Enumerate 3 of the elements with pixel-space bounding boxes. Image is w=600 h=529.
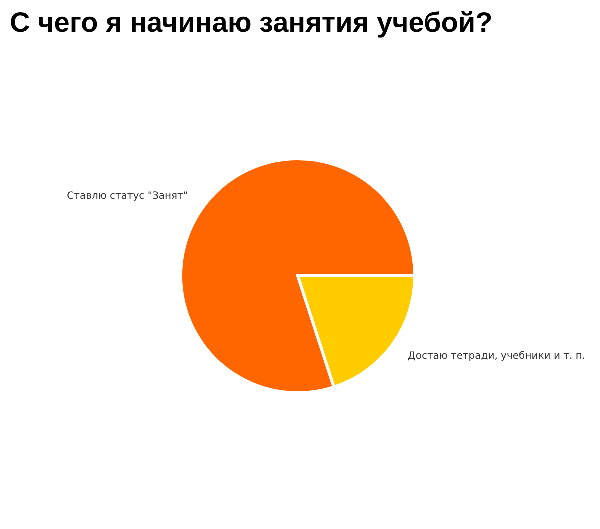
slice-label: Достаю тетради, учебники и т. п. xyxy=(408,350,586,362)
slice-label: Ставлю статус "Занят" xyxy=(67,191,188,202)
chart-title: С чего я начинаю занятия учебой? xyxy=(10,7,493,38)
